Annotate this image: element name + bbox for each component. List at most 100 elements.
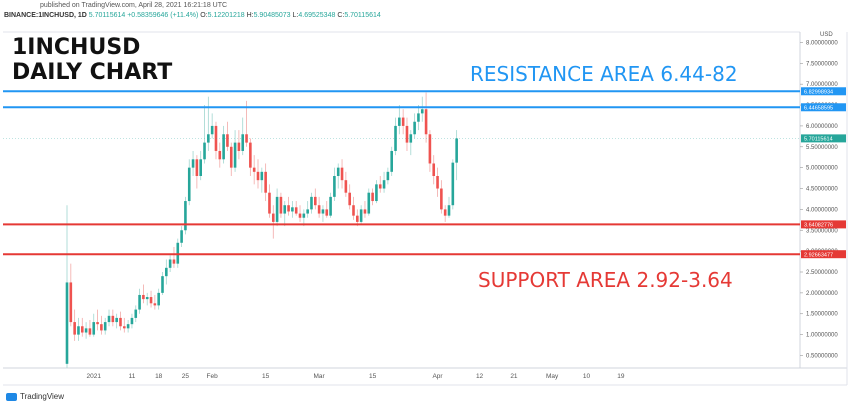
candle-body (88, 328, 92, 335)
support-price-tag (801, 220, 846, 229)
candle-body (352, 205, 355, 216)
x-tick-label: Apr (432, 373, 443, 380)
symbol-label: BINANCE:1INCHUSD, 1D (4, 12, 87, 19)
resistance-annotation: RESISTANCE AREA 6.44-82 (470, 62, 738, 86)
candle-body (199, 159, 202, 176)
candle-body (138, 294, 141, 310)
x-tick-label: 2021 (87, 373, 102, 380)
candle-body (443, 209, 447, 216)
candle-body (187, 167, 191, 202)
tradingview-logo[interactable]: TradingView (6, 392, 64, 401)
candle-body (455, 138, 458, 163)
candle-body (226, 134, 229, 147)
y-axis-unit: USD (820, 32, 833, 38)
candle-body (123, 326, 126, 329)
candle-body (256, 171, 260, 181)
title-line-2: DAILY CHART (12, 60, 173, 85)
candle-body (378, 184, 382, 189)
candle-body (340, 167, 344, 181)
y-tick-label: 4.50000000 (806, 187, 838, 193)
candle-body (279, 196, 283, 214)
candle-body (153, 303, 157, 306)
x-tick-label: 10 (583, 373, 591, 380)
candle-body (447, 205, 451, 216)
candle-body (203, 142, 206, 160)
candle-body (436, 176, 439, 189)
support-annotation: SUPPORT AREA 2.92-3.64 (478, 268, 733, 292)
candle-body (371, 192, 374, 202)
candle-body (310, 196, 313, 210)
high-label: H: (246, 12, 254, 19)
candle-body (409, 134, 413, 143)
candle-body (375, 184, 378, 202)
candle-body (356, 215, 359, 222)
candle-body (386, 171, 390, 181)
y-tick-label: 7.50000000 (806, 61, 838, 67)
y-tick-label: 1.50000000 (806, 312, 838, 318)
candle-body (249, 142, 252, 168)
candle-body (428, 134, 432, 164)
x-tick-label: 11 (129, 373, 136, 380)
chart-title: 1INCHUSD DAILY CHART (12, 35, 172, 85)
candle-body (237, 142, 241, 151)
x-tick-label: 12 (476, 373, 484, 380)
candle-body (333, 176, 336, 197)
candle-body (325, 209, 329, 216)
candle-body (103, 322, 107, 331)
candle-body (405, 125, 409, 143)
candle-body (424, 109, 428, 135)
candle-body (260, 171, 264, 181)
tradingview-logo-icon (6, 392, 17, 401)
candle-body (84, 328, 88, 333)
y-tick-label: 6.00000000 (806, 124, 838, 130)
tradingview-brand: TradingView (20, 392, 65, 401)
candle-body (302, 213, 306, 218)
candle-body (142, 294, 145, 300)
close-label: C: (337, 12, 345, 19)
candle-body (149, 297, 153, 304)
x-tick-label: May (546, 373, 559, 380)
candle-body (73, 322, 76, 335)
candle-body (363, 209, 367, 214)
x-tick-label: 15 (369, 373, 377, 380)
candle-body (329, 196, 332, 216)
y-tick-label: 5.00000000 (806, 166, 838, 172)
candle-body (229, 146, 233, 168)
candle-body (268, 192, 271, 214)
candle-body (172, 259, 176, 264)
candle-body (165, 267, 168, 277)
close-value: 5.70115614 (344, 12, 381, 19)
y-tick-label: 3.50000000 (806, 228, 838, 234)
candle-body (432, 163, 436, 176)
candle-body (115, 317, 118, 323)
candle-body (283, 205, 287, 214)
candle-body (92, 322, 96, 335)
candle-body (252, 167, 256, 172)
candle-body (390, 150, 393, 172)
candle-body (210, 125, 214, 135)
resistance-price-tag (801, 87, 846, 96)
candle-body (119, 317, 122, 327)
high-value: 5.90485073 (253, 12, 291, 19)
y-tick-label: 5.50000000 (806, 145, 838, 151)
x-tick-label: 21 (510, 373, 518, 380)
candle-body (306, 209, 309, 214)
x-tick-label: 19 (617, 373, 625, 380)
y-tick-label: 2.00000000 (806, 291, 838, 297)
candle-body (275, 196, 279, 222)
support-price-label: 2.92663477 (804, 252, 833, 258)
candle-body (222, 134, 225, 160)
candle-body (214, 125, 218, 151)
candle-body (264, 171, 267, 193)
resistance-price-label: 6.82998934 (804, 90, 833, 96)
candle-body (287, 205, 290, 212)
x-tick-label: 18 (155, 373, 163, 380)
x-tick-label: 25 (182, 373, 190, 380)
y-tick-label: 8.00000000 (806, 40, 838, 46)
candle-body (218, 150, 222, 160)
support-price-tag (801, 250, 846, 259)
candle-body (317, 205, 321, 214)
resistance-price-label: 6.44658595 (804, 106, 833, 112)
candle-body (241, 134, 245, 151)
